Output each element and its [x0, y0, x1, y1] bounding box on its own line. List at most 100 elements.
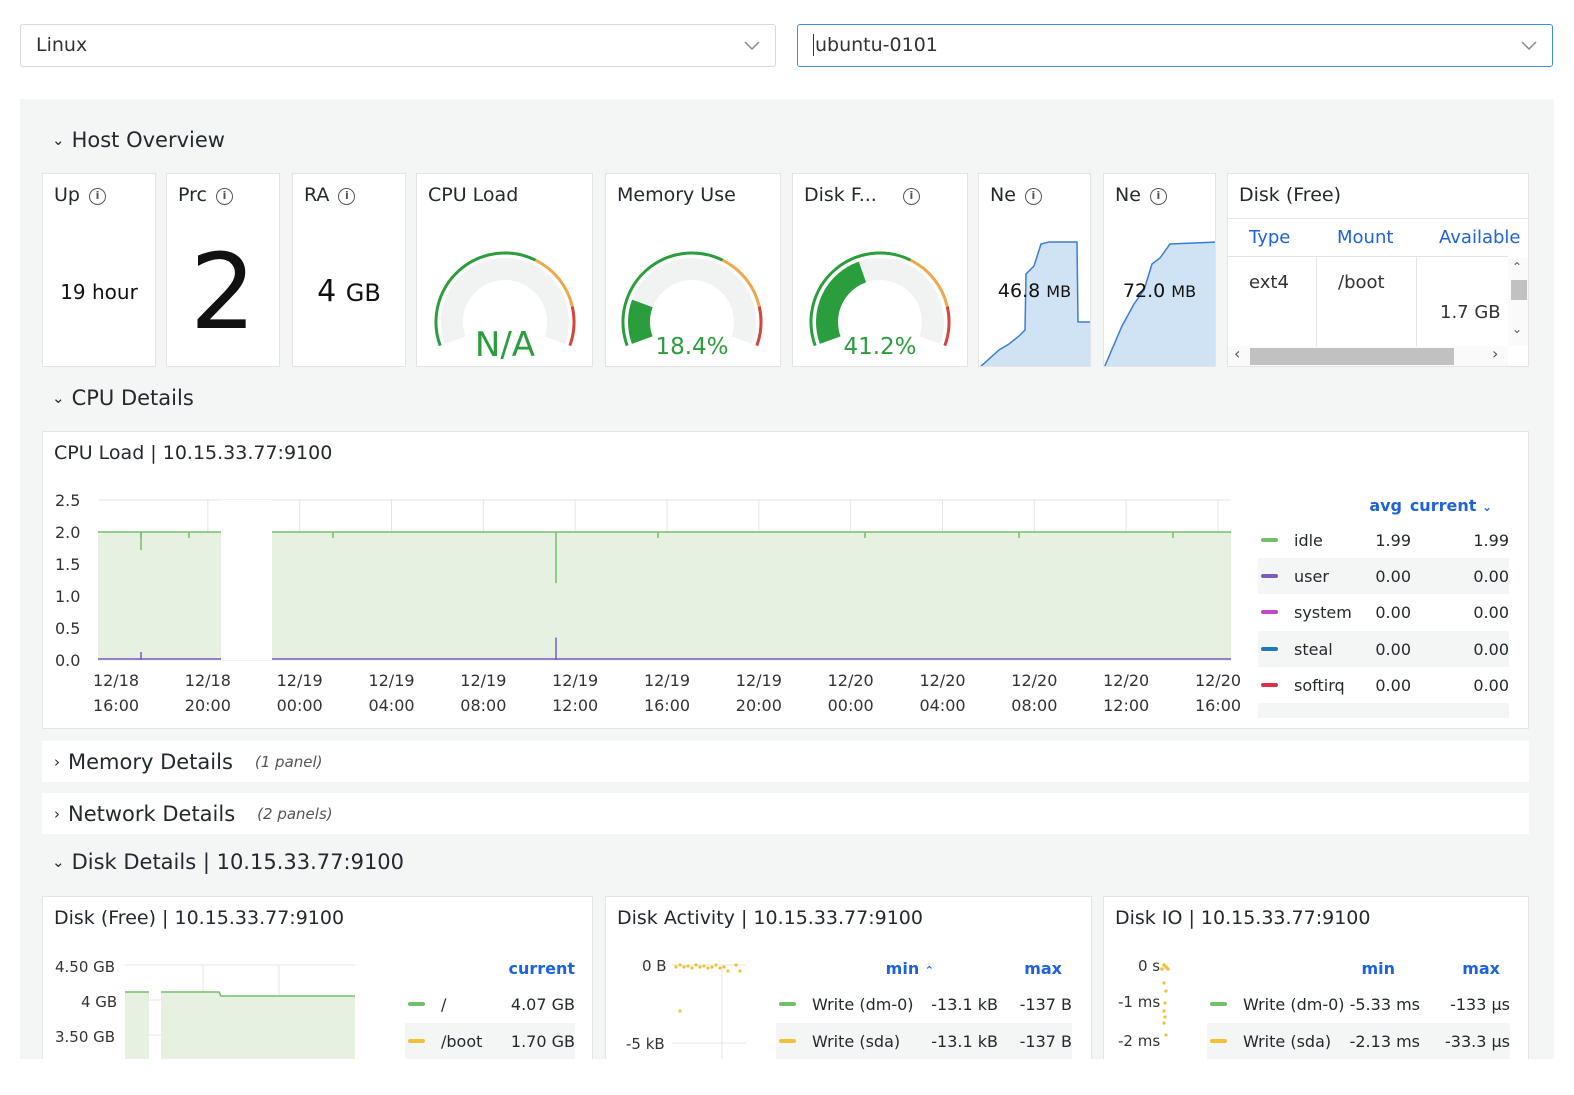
stat-ram[interactable]: RA i 4 GB: [292, 173, 406, 367]
panel-disk-io[interactable]: Disk IO | 10.15.33.77:9100 0 s -1 ms -2 …: [1103, 896, 1529, 1059]
row-host-overview[interactable]: ⌄ Host Overview: [52, 128, 225, 152]
y-tick-label: 2.0: [55, 523, 80, 542]
panel-title: Prc i: [178, 184, 233, 206]
dashboard: ⌄ Host Overview Up i 19 hour Prc i 2 RA i 4…: [20, 99, 1554, 1059]
row-disk-details[interactable]: ⌄ Disk Details | 10.15.33.77:9100: [52, 850, 404, 874]
stat-uptime[interactable]: Up i 19 hour: [42, 173, 156, 367]
panel-title: Up i: [54, 184, 106, 206]
legend-header-max[interactable]: max: [1024, 959, 1062, 978]
legend-item[interactable]: /4.07 GB: [405, 986, 575, 1022]
legend-header-current[interactable]: current: [508, 959, 575, 978]
divider: [1228, 218, 1528, 219]
y-tick: -5 kB: [626, 1035, 665, 1053]
area-fill: [161, 992, 355, 1059]
disk-io-legend: min max Write (dm-0) -5.33 ms -133 µs Writ…: [1207, 959, 1510, 1059]
stat-value: 4 GB: [317, 274, 381, 309]
scroll-left-icon[interactable]: ‹: [1234, 344, 1241, 363]
table-disk-free[interactable]: Disk (Free) Type Mount Available ext4 /b…: [1227, 173, 1529, 367]
legend-item[interactable]: steal 0.00 0.00: [1258, 631, 1509, 667]
info-icon[interactable]: i: [1149, 188, 1167, 205]
legend-item[interactable]: softirq 0.00 0.00: [1258, 667, 1509, 703]
panel-count: (2 panels): [257, 804, 333, 823]
os-select[interactable]: Linux: [20, 24, 776, 67]
info-icon[interactable]: i: [902, 188, 920, 205]
x-tick-label: 12/19: [368, 671, 414, 690]
panel-title: CPU Load: [428, 184, 519, 206]
x-tick-label: 12/20: [1195, 671, 1241, 690]
panel-title: Disk F... i: [804, 184, 920, 206]
x-tick-label: 00:00: [828, 696, 874, 715]
row-title: Memory Details: [68, 749, 233, 774]
panel-cpu-load[interactable]: CPU Load | 10.15.33.77:9100 0.0 0.5 1.0 1.5…: [42, 431, 1529, 729]
y-tick: 0 B: [642, 957, 667, 975]
disk-io-chart: 0 s -1 ms -2 ms: [1118, 957, 1170, 1050]
column-header-mount[interactable]: Mount: [1337, 227, 1394, 248]
legend-item[interactable]: Write (sda) -13.1 kB -137 B: [776, 1023, 1072, 1059]
panel-disk-free[interactable]: Disk (Free) | 10.15.33.77:9100 4.50 GB 4…: [42, 896, 593, 1059]
disk-free-chart: 4.50 GB 4 GB 3.50 GB: [55, 958, 355, 1059]
row-cpu-details[interactable]: ⌄ CPU Details: [52, 386, 194, 410]
column-header-type[interactable]: Type: [1249, 227, 1291, 248]
panel-disk-activity[interactable]: Disk Activity | 10.15.33.77:9100 0 B -5 …: [605, 896, 1092, 1059]
info-icon[interactable]: i: [88, 188, 106, 205]
info-icon[interactable]: i: [215, 188, 233, 205]
sparkline-network-in: [980, 241, 1090, 366]
gauge-cpu-load[interactable]: CPU Load N/A: [416, 173, 593, 367]
legend-header-avg[interactable]: avg: [1369, 496, 1402, 515]
gauge-memory-use[interactable]: Memory Use 18.4%: [605, 173, 781, 367]
x-tick-label: 20:00: [736, 696, 782, 715]
sparkline-line: [980, 241, 1090, 366]
disk-free-legend: current /4.07 GB /boot 1.70 GB: [405, 959, 575, 1059]
info-icon[interactable]: i: [338, 188, 356, 205]
gauge-value: 18.4%: [655, 334, 728, 360]
horizontal-scrollbar[interactable]: ‹ ›: [1228, 344, 1508, 366]
gauge-value: N/A: [475, 325, 535, 365]
x-tick-label: 16:00: [93, 696, 139, 715]
panel-title: Memory Use: [617, 184, 736, 206]
x-tick-label: 08:00: [460, 696, 506, 715]
scroll-down-icon[interactable]: ⌄: [1512, 322, 1523, 336]
x-tick-label: 12/20: [1103, 671, 1149, 690]
sort-asc-icon: ⌃: [924, 964, 934, 977]
divider: [1228, 256, 1508, 257]
legend-item[interactable]: Write (dm-0) -5.33 ms -133 µs: [1207, 986, 1510, 1022]
row-network-details[interactable]: › Network Details (2 panels): [42, 793, 1529, 834]
scroll-up-icon[interactable]: ⌃: [1512, 260, 1523, 274]
row-memory-details[interactable]: › Memory Details (1 panel): [42, 741, 1529, 782]
x-tick-label: 12/20: [919, 671, 965, 690]
legend-item[interactable]: system 0.00 0.00: [1258, 594, 1509, 630]
legend-header-max[interactable]: max: [1462, 959, 1500, 978]
host-select[interactable]: ubuntu-0101: [797, 24, 1553, 67]
legend-item[interactable]: /boot 1.70 GB: [405, 1023, 575, 1059]
chevron-down-icon: ⌄: [52, 131, 65, 149]
info-icon[interactable]: i: [1024, 188, 1042, 205]
x-tick-label: 12/19: [644, 671, 690, 690]
gauge-disk-free[interactable]: Disk F... i 41.2%: [792, 173, 968, 367]
legend-header-min[interactable]: min: [1361, 959, 1395, 978]
vertical-scrollbar[interactable]: ⌃ ⌄: [1508, 258, 1528, 346]
stat-value: 19 hour: [60, 280, 138, 304]
x-tick-label: 12/19: [736, 671, 782, 690]
x-tick-label: 04:00: [368, 696, 414, 715]
scroll-right-icon[interactable]: ›: [1492, 344, 1499, 363]
host-select-value: ubuntu-0101: [813, 34, 938, 56]
row-title: Network Details: [68, 801, 236, 826]
x-tick-label: 20:00: [185, 696, 231, 715]
y-tick: 4 GB: [81, 993, 117, 1011]
stat-network-out[interactable]: Ne i 72.0 MB: [1103, 173, 1216, 367]
legend-item[interactable]: Write (dm-0) -13.1 kB -137 B: [776, 986, 1072, 1022]
legend-header-current[interactable]: current ⌄: [1409, 496, 1492, 515]
scrollbar-thumb[interactable]: [1250, 348, 1454, 365]
y-tick-label: 1.0: [55, 587, 80, 606]
scrollbar-thumb[interactable]: [1511, 280, 1527, 300]
data-gap: [221, 500, 272, 660]
legend-item[interactable]: user 0.00 0.00: [1258, 558, 1509, 594]
sort-desc-icon: ⌄: [1481, 500, 1492, 514]
stat-processes[interactable]: Prc i 2: [166, 173, 280, 367]
legend-item[interactable]: Write (sda) -2.13 ms -33.3 µs: [1207, 1023, 1510, 1059]
stat-network-in[interactable]: Ne i 46.8 MB: [978, 173, 1091, 367]
legend-header-min[interactable]: min ⌃: [885, 959, 934, 978]
legend-item[interactable]: idle 1.99 1.99: [1258, 522, 1509, 558]
x-tick-label: 16:00: [1195, 696, 1241, 715]
column-header-available[interactable]: Available: [1439, 227, 1521, 248]
